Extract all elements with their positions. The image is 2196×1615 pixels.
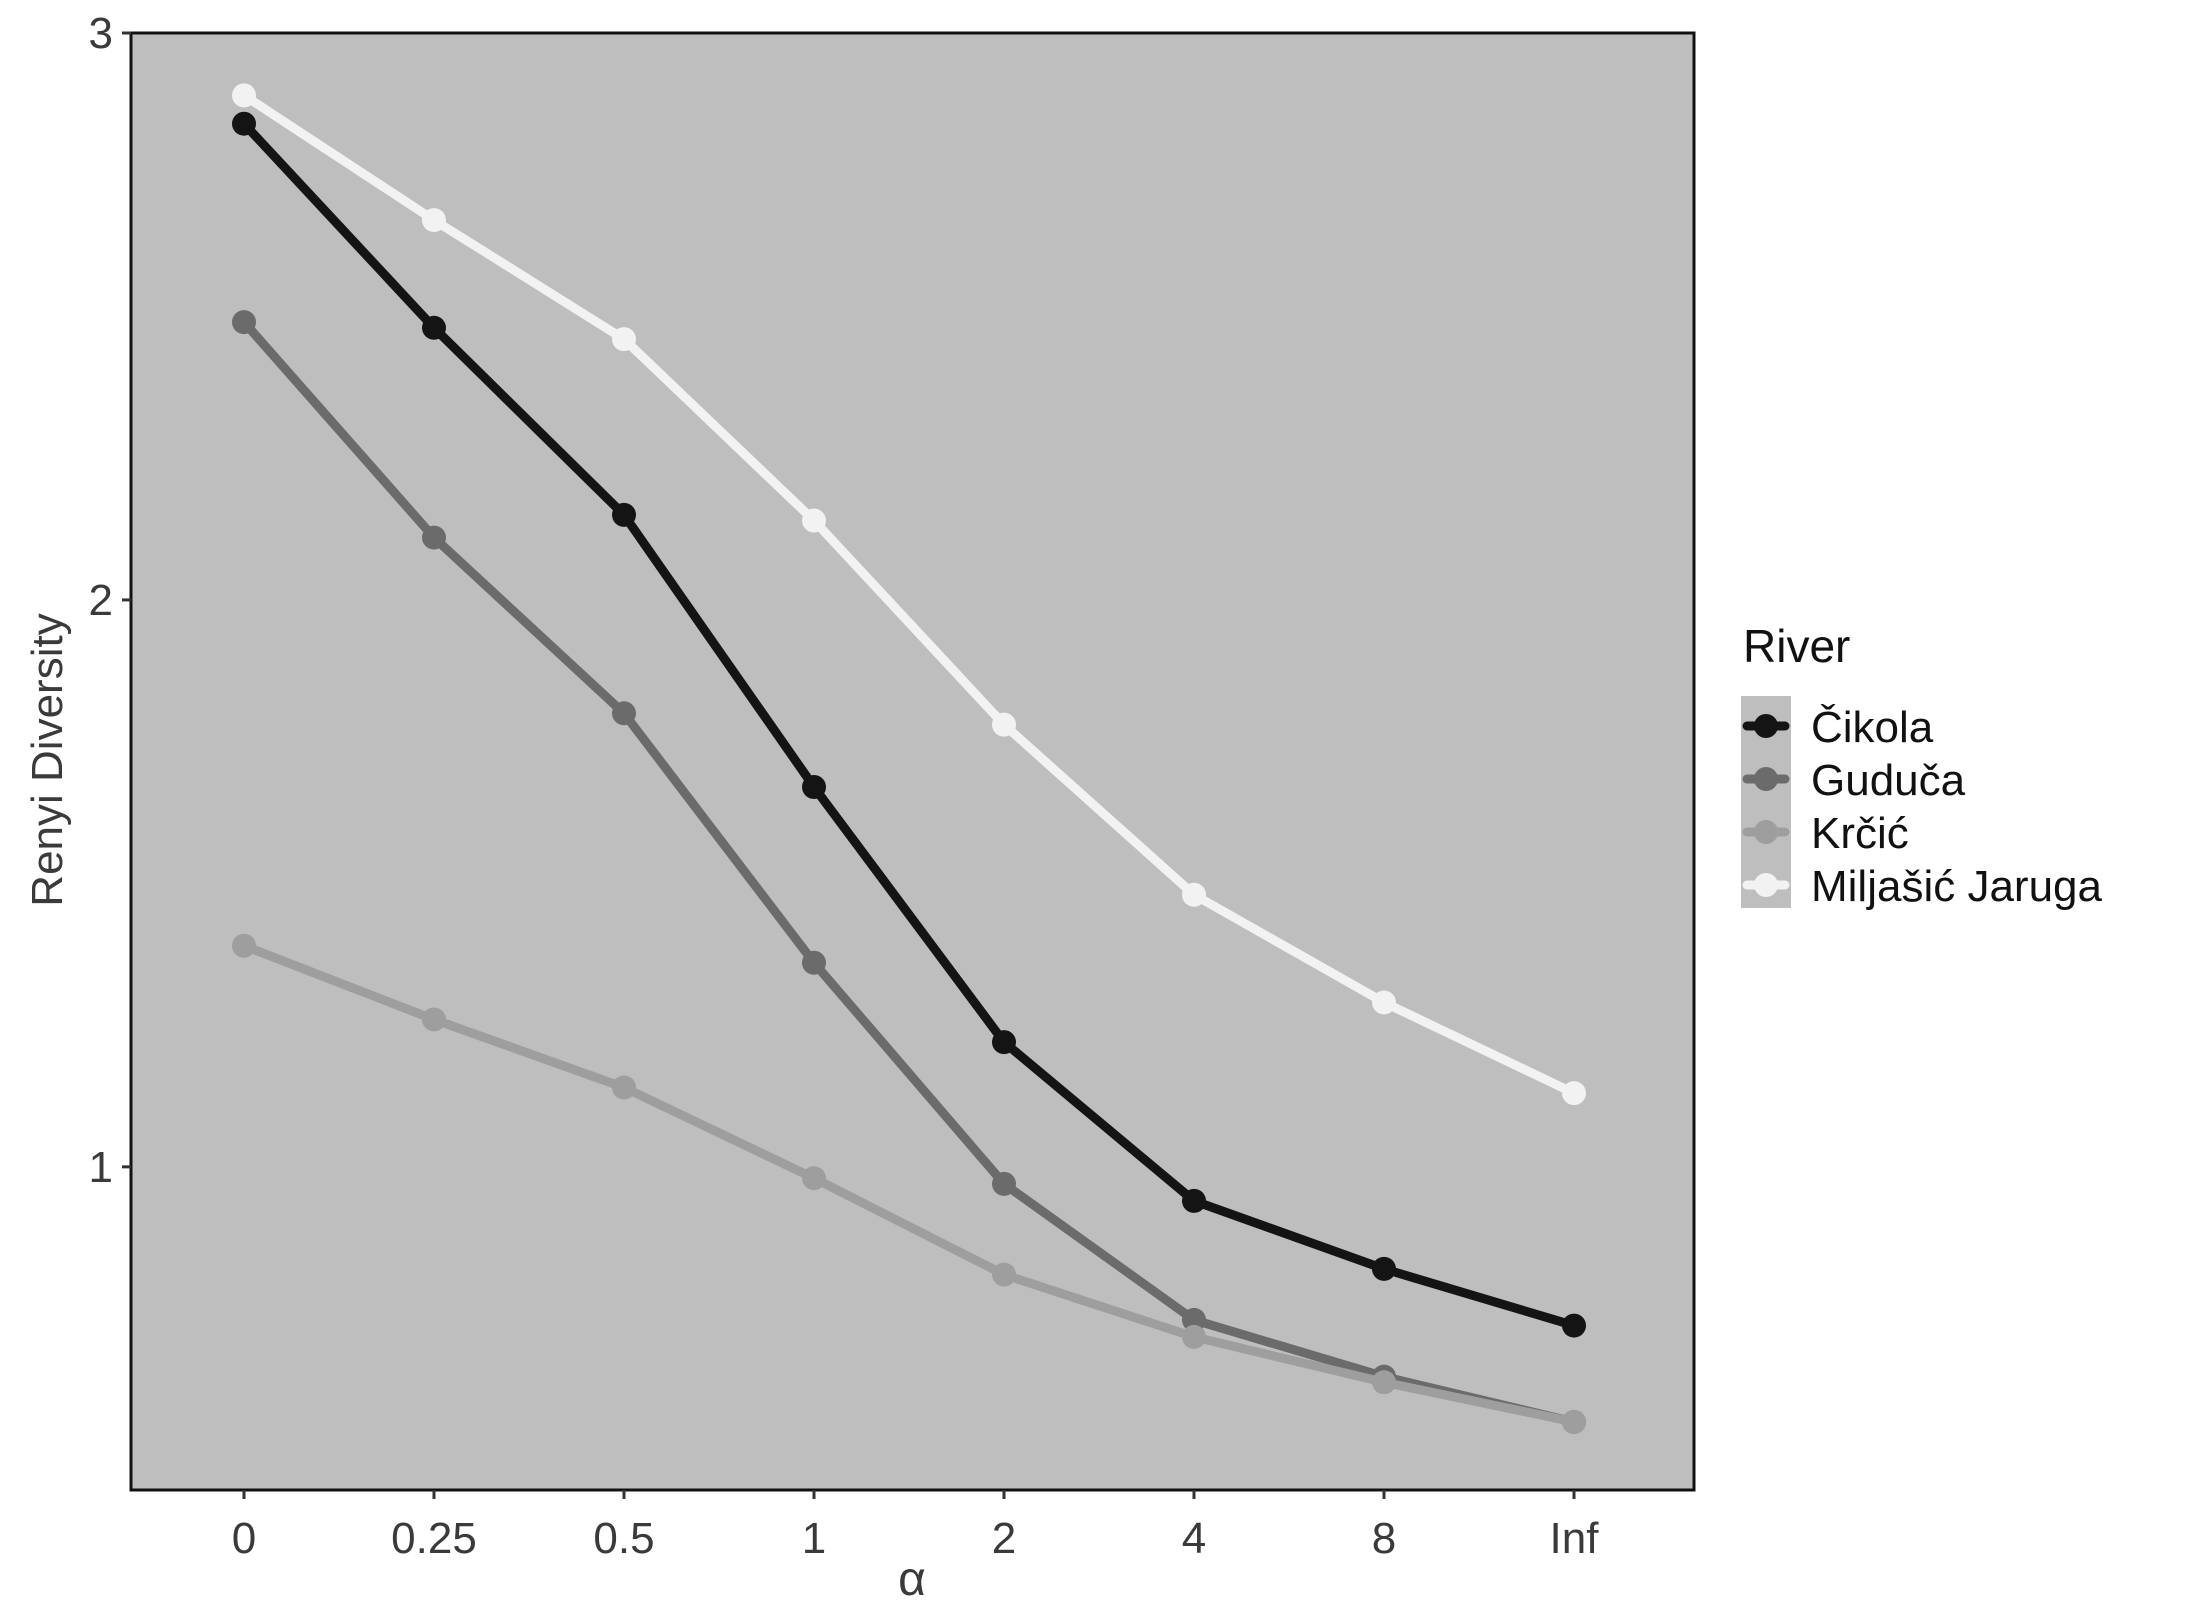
legend-key-point <box>1754 820 1778 844</box>
legend-key-point <box>1754 714 1778 738</box>
x-tick-label: 0 <box>232 1514 256 1563</box>
data-point <box>612 1075 636 1100</box>
data-point <box>232 111 256 136</box>
series-line <box>239 119 1579 1331</box>
data-point <box>1372 1370 1396 1395</box>
data-point <box>992 712 1016 737</box>
y-axis-title: Renyi Diversity <box>23 613 72 906</box>
data-point <box>1372 990 1396 1015</box>
data-point <box>422 315 446 340</box>
y-tick-label: 2 <box>89 576 113 625</box>
x-axis-title: α <box>898 1553 926 1606</box>
legend-item: Guduča <box>1742 756 1966 805</box>
x-tick-label: 0.5 <box>593 1514 654 1563</box>
series-line <box>239 941 1579 1427</box>
series-0 <box>232 111 1586 1338</box>
data-point <box>612 327 636 352</box>
x-tick-label: 2 <box>992 1514 1016 1563</box>
legend-key-point <box>1754 873 1778 897</box>
data-point <box>422 525 446 550</box>
data-point <box>612 502 636 527</box>
legend-item: Miljašić Jaruga <box>1742 862 2103 911</box>
data-point <box>802 508 826 533</box>
legend-label: Miljašić Jaruga <box>1811 862 2103 911</box>
data-point <box>992 1171 1016 1196</box>
data-point <box>1372 1256 1396 1281</box>
x-tick-label: Inf <box>1550 1514 1600 1563</box>
x-tick-label: 0.25 <box>391 1514 477 1563</box>
data-point <box>422 1007 446 1032</box>
data-point <box>1182 882 1206 907</box>
y-tick-label: 3 <box>89 9 113 58</box>
x-tick-label: 4 <box>1182 1514 1206 1563</box>
legend-label: Krčić <box>1811 809 1909 858</box>
data-point <box>802 775 826 800</box>
data-point <box>1562 1313 1586 1338</box>
series-line <box>239 90 1579 1098</box>
data-point <box>1182 1324 1206 1349</box>
series-3 <box>232 83 1586 1106</box>
legend-title: River <box>1743 620 1850 672</box>
y-axis: 1 2 3 <box>89 9 131 1192</box>
data-point <box>802 1166 826 1191</box>
y-tick-label: 1 <box>89 1143 113 1192</box>
x-tick-label: 1 <box>802 1514 826 1563</box>
legend-key-point <box>1754 767 1778 791</box>
legend-item: Krčić <box>1742 809 1909 858</box>
data-point <box>232 83 256 108</box>
data-point <box>802 950 826 975</box>
data-point <box>1182 1188 1206 1213</box>
data-point <box>992 1030 1016 1055</box>
x-tick-label: 8 <box>1372 1514 1396 1563</box>
data-point <box>1562 1081 1586 1106</box>
series-line <box>239 317 1579 1427</box>
series-2 <box>232 933 1586 1434</box>
data-point <box>1562 1409 1586 1434</box>
data-point <box>612 701 636 726</box>
data-point <box>232 933 256 958</box>
data-point <box>1182 1307 1206 1332</box>
legend-item: Čikola <box>1742 702 1934 752</box>
data-point <box>992 1262 1016 1287</box>
legend-label: Čikola <box>1811 702 1934 752</box>
data-point <box>232 310 256 335</box>
series-layer <box>232 83 1586 1434</box>
x-axis: 0 0.25 0.5 1 2 4 8 Inf <box>232 1490 1599 1563</box>
legend-label: Guduča <box>1811 756 1966 805</box>
data-point <box>422 208 446 233</box>
